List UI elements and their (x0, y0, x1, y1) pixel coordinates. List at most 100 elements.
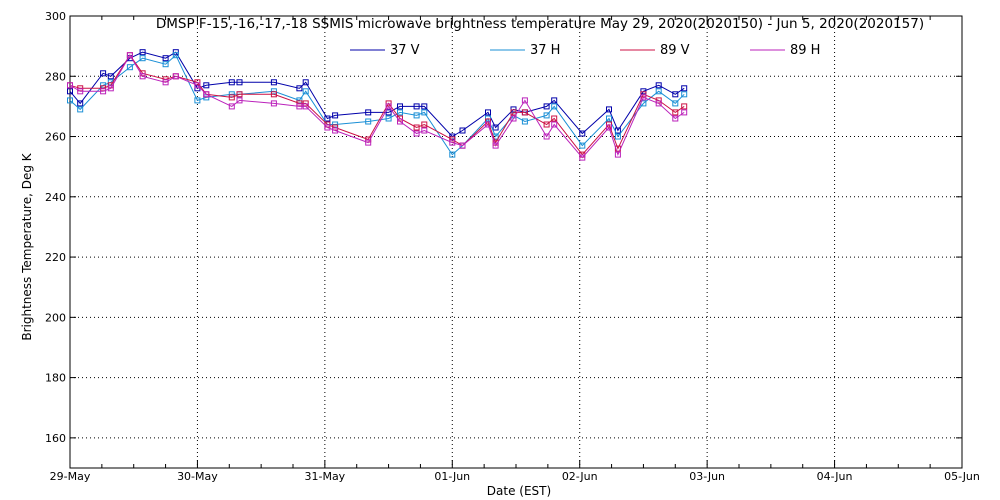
data-point (385, 115, 392, 122)
data-point (421, 121, 428, 128)
y-tick-label: 180 (45, 372, 66, 385)
data-point (397, 109, 403, 116)
x-tick-label: 04-Jun (817, 470, 853, 483)
data-point (672, 109, 679, 116)
data-point (270, 100, 277, 107)
data-point (485, 121, 491, 128)
data-point (107, 73, 114, 80)
data-point (681, 109, 688, 116)
data-point (228, 91, 235, 98)
data-point (385, 109, 392, 116)
plot-axes: 160 180 200 220 240 260 280 300 29-May 30-May 31-M… (45, 10, 980, 483)
data-point (551, 115, 558, 122)
data-point (551, 97, 558, 104)
data-point (449, 151, 456, 158)
data-point (606, 124, 612, 131)
data-point (107, 85, 114, 92)
y-tick-label: 240 (45, 191, 66, 204)
data-point (139, 73, 146, 80)
data-point (672, 115, 679, 122)
data-point (681, 91, 688, 98)
y-tick-label: 260 (45, 131, 66, 144)
legend-label: 89 H (790, 43, 820, 58)
y-tick-label: 200 (45, 311, 66, 324)
data-point (655, 100, 662, 107)
series-37-v (67, 49, 688, 140)
data-point (397, 103, 403, 110)
data-point (332, 127, 339, 134)
x-tick-label: 31-May (304, 470, 345, 483)
plot-frame (69, 15, 963, 469)
data-point (296, 103, 303, 110)
data-point (681, 103, 688, 110)
data-point (543, 112, 550, 119)
data-point (492, 142, 499, 149)
data-point (296, 85, 303, 92)
data-point (236, 79, 243, 86)
data-point (640, 91, 647, 98)
data-point (302, 79, 309, 86)
data-point (194, 97, 201, 104)
data-point (421, 103, 428, 110)
chart-title: DMSP F-15,-16,-17,-18 SSMIS microwave br… (156, 16, 924, 32)
data-point (543, 133, 550, 140)
data-point (77, 106, 84, 113)
legend-label: 37 H (530, 43, 560, 58)
legend: 37 V 37 H 89 V 89 H (350, 43, 820, 58)
legend-label: 37 V (390, 43, 420, 58)
data-point (655, 88, 662, 95)
data-point (77, 88, 84, 95)
data-point (302, 103, 309, 110)
data-point (324, 124, 331, 131)
data-point (67, 82, 73, 89)
data-point (228, 103, 235, 110)
data-point (203, 91, 210, 98)
data-point (385, 103, 392, 110)
data-point (543, 121, 550, 128)
data-point (162, 61, 169, 68)
data-point (67, 88, 73, 95)
data-point (421, 109, 428, 116)
data-point (413, 124, 420, 131)
y-tick-label: 280 (45, 70, 66, 83)
data-point (139, 55, 146, 62)
series-line (69, 54, 685, 156)
series-89-h (67, 52, 688, 161)
legend-label: 89 V (660, 43, 690, 58)
data-point (270, 91, 277, 98)
data-point (162, 55, 169, 62)
data-point (228, 79, 235, 86)
data-point (365, 139, 372, 146)
data-point (521, 109, 528, 116)
data-point (203, 94, 210, 101)
grid-lines (70, 16, 962, 468)
data-point (681, 85, 688, 92)
data-point (413, 103, 420, 110)
y-tick-label: 160 (45, 432, 66, 445)
data-point (449, 136, 456, 143)
data-point (172, 73, 179, 80)
data-point (421, 127, 428, 134)
data-point (672, 91, 679, 98)
data-point (365, 109, 372, 116)
data-point (510, 115, 517, 122)
data-point (551, 121, 558, 128)
x-tick-label: 29-May (50, 470, 91, 483)
x-axis-title: Date (EST) (487, 484, 551, 498)
data-point (606, 106, 612, 113)
x-tick-label: 02-Jun (562, 470, 598, 483)
data-point (606, 115, 612, 122)
series-89-v (67, 52, 688, 158)
data-point (672, 100, 679, 107)
data-point (579, 142, 586, 149)
data-point (640, 94, 647, 101)
data-point (100, 88, 107, 95)
series-line (69, 54, 685, 156)
data-point (172, 52, 179, 59)
data-point (126, 64, 133, 71)
series-line (69, 54, 685, 159)
x-tick-label: 03-Jun (689, 470, 725, 483)
data-point (413, 130, 420, 137)
data-point (614, 133, 621, 140)
